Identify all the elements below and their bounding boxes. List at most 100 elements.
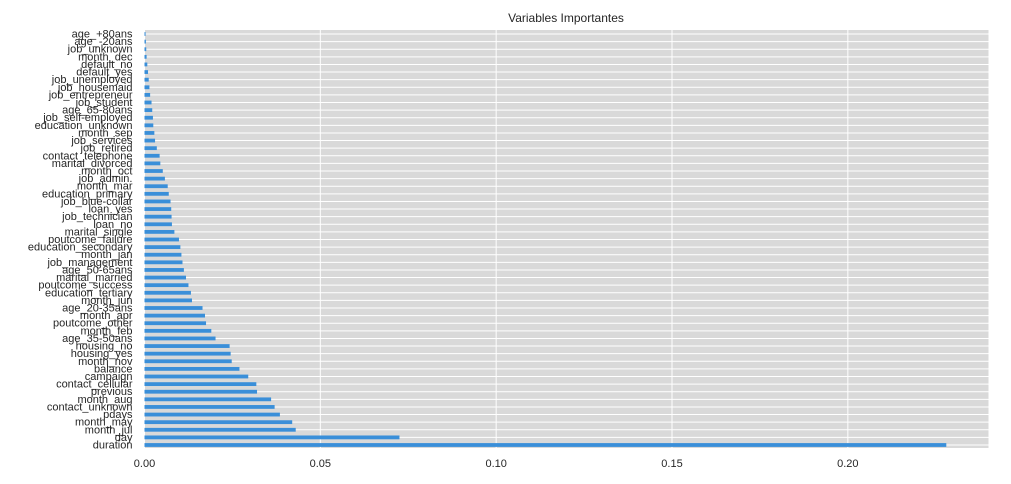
bar-pdays: [144, 412, 280, 417]
y-tick-label: default_yes: [76, 67, 133, 79]
bar-job_management: [144, 260, 183, 265]
x-tick-labels: 0.00 0.05 0.10 0.15 0.20: [134, 458, 859, 470]
bar-month_may: [144, 420, 293, 425]
x-tick-label: 0.20: [837, 458, 858, 470]
bar-age_20-35ans: [144, 306, 203, 310]
bar-job_technician: [144, 214, 172, 219]
y-tick-label: month_feb: [81, 325, 133, 337]
bar-default_no: [144, 62, 148, 67]
bar-month_dec: [144, 54, 147, 59]
bar-age_35-50ans: [144, 336, 216, 341]
y-tick-label: education_unknown: [35, 120, 133, 132]
y-tick-label: job_admin.: [78, 173, 133, 185]
bar-job_student: [144, 100, 152, 105]
y-tick-label: previous: [91, 386, 133, 398]
y-tick-label: contact_telephone: [43, 150, 133, 162]
bar-day: [144, 435, 400, 440]
bar-balance: [144, 366, 240, 371]
bar-month_jan: [144, 252, 182, 257]
y-tick-label: age_65-80ans: [62, 105, 133, 117]
y-tick-label: marital_single: [65, 226, 133, 238]
y-tick-label: day: [115, 432, 133, 444]
y-tick-label: education_tertiary: [45, 287, 133, 299]
y-tick-label: month_mar: [77, 181, 133, 193]
bar-loan_no: [144, 222, 172, 227]
y-tick-label: job_student: [75, 97, 133, 109]
bar-age_-20ans: [144, 39, 146, 44]
bar-education_unknown: [144, 123, 154, 128]
y-tick-label: default_no: [81, 59, 132, 71]
y-tick-label: contact_unknown: [47, 401, 133, 413]
y-tick-label: job_entrepreneur: [48, 89, 133, 101]
y-tick-label: job_unknown: [67, 44, 133, 56]
bar-month_apr: [144, 313, 205, 318]
bar-job_admin.: [144, 176, 165, 181]
y-tick-labels: durationdaymonth_julmonth_maypdayscontac…: [28, 29, 133, 452]
bar-poutcome_success: [144, 283, 189, 288]
y-tick-label: job_blue-collar: [60, 196, 133, 208]
x-tick-label: 0.10: [485, 458, 506, 470]
bar-age_65-80ans: [144, 108, 153, 113]
bar-contact_telephone: [144, 153, 160, 158]
y-tick-label: job_self-employed: [42, 112, 132, 124]
y-tick-label: month_oct: [81, 166, 132, 178]
x-tick-label: 0.15: [661, 458, 682, 470]
y-tick-label: job_technician: [61, 211, 132, 223]
y-tick-label: month_may: [75, 417, 133, 429]
y-tick-label: month_nov: [78, 356, 133, 368]
bar-month_mar: [144, 184, 168, 189]
bar-age_+80ans: [144, 32, 146, 36]
y-tick-label: balance: [94, 363, 133, 375]
y-tick-label: education_primary: [42, 188, 133, 200]
y-tick-label: job_housemaid: [57, 82, 133, 94]
y-tick-label: job_management: [46, 257, 132, 269]
x-tick-label: 0.05: [310, 458, 331, 470]
y-tick-label: duration: [93, 440, 133, 452]
bar-loan_yes: [144, 207, 172, 211]
bar-job_entrepreneur: [144, 92, 151, 97]
bar-month_jul: [144, 427, 296, 432]
bar-job_blue-collar: [144, 199, 171, 204]
bar-campaign: [144, 374, 249, 379]
bar-job_retired: [144, 146, 157, 151]
y-tick-label: housing_yes: [71, 348, 133, 360]
bar-month_aug: [144, 397, 272, 402]
bar-month_nov: [144, 359, 232, 364]
y-tick-label: housing_no: [76, 341, 133, 353]
y-tick-label: month_jan: [81, 249, 132, 261]
y-tick-label: marital_married: [56, 272, 132, 284]
bar-marital_married: [144, 275, 186, 280]
bar-contact_unknown: [144, 405, 275, 409]
y-tick-label: contact_cellular: [56, 379, 133, 391]
y-tick-label: month_sep: [78, 127, 132, 139]
bar-education_tertiary: [144, 290, 191, 295]
bar-education_secondary: [144, 245, 181, 250]
bar-marital_single: [144, 229, 175, 234]
bar-education_primary: [144, 191, 169, 196]
y-tick-label: age_35-50ans: [62, 333, 133, 345]
y-tick-label: poutcome_other: [53, 318, 133, 330]
y-tick-label: month_apr: [80, 310, 133, 322]
bar-month_oct: [144, 169, 163, 173]
y-tick-label: month_jun: [81, 295, 132, 307]
bars: [144, 32, 947, 447]
y-tick-label: poutcome_success: [38, 280, 133, 292]
bar-contact_cellular: [144, 382, 257, 387]
y-tick-label: age_-20ans: [74, 36, 133, 48]
y-tick-label: campaign: [85, 371, 133, 383]
y-tick-label: job_retired: [80, 143, 133, 155]
y-tick-label: marital_divorced: [52, 158, 133, 170]
bar-duration: [144, 443, 947, 447]
chart-title: Variables Importantes: [508, 11, 624, 25]
y-tick-label: age_50-65ans: [62, 264, 133, 276]
bar-month_feb: [144, 328, 212, 333]
bar-default_yes: [144, 70, 149, 74]
bar-job_unknown: [144, 47, 147, 52]
bar-marital_divorced: [144, 161, 161, 166]
y-tick-label: month_jul: [85, 424, 133, 436]
bar-month_jun: [144, 298, 192, 303]
bar-job_unemployed: [144, 77, 149, 82]
bar-age_50-65ans: [144, 268, 184, 272]
bar-job_services: [144, 138, 156, 143]
